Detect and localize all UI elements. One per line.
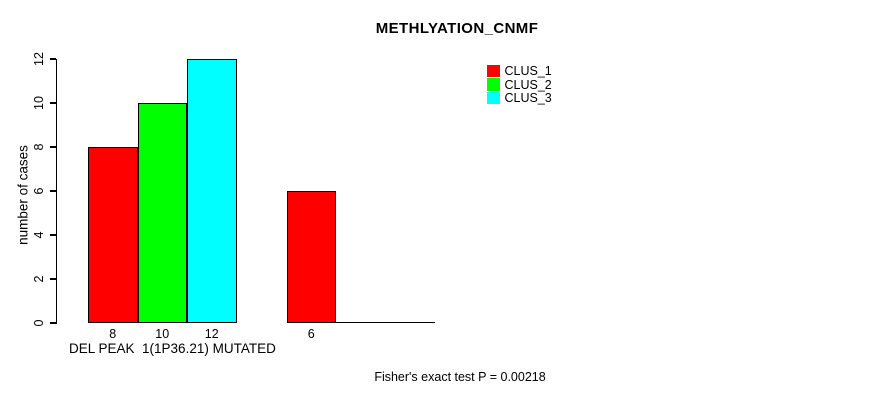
bar-zero-clus_3-group-2 [385,321,435,323]
y-tick-label: 2 [32,275,46,283]
bar-clus_2-group-1 [137,103,187,323]
bar-value-label: 6 [307,326,315,341]
y-tick-mark [49,278,56,280]
y-tick-mark [49,234,56,236]
legend-swatch-icon [487,91,500,105]
y-axis-label: number of cases [15,145,31,245]
y-tick-mark [49,58,56,60]
legend-item-clus_2: CLUS_2 [487,78,552,92]
bar-clus_3-group-1 [187,59,237,323]
bar-clus_1-group-2 [286,191,336,323]
legend-label: CLUS_2 [504,77,552,92]
y-tick-label: 8 [32,143,46,151]
x-axis-label: DEL PEAK 1(1P36.21) MUTATED [69,341,276,356]
y-tick-mark [49,102,56,104]
legend-label: CLUS_1 [504,63,552,78]
y-axis [55,59,57,324]
y-tick-label: 10 [32,96,46,110]
fisher-test-annotation: Fisher's exact test P = 0.00218 [374,370,546,384]
y-tick-label: 0 [32,319,46,327]
bar-value-label: 8 [109,326,117,341]
bar-zero-clus_2-group-2 [336,321,386,323]
y-tick-mark [49,146,56,148]
legend-item-clus_3: CLUS_3 [487,91,552,105]
y-tick-mark [49,322,56,324]
y-tick-mark [49,190,56,192]
y-tick-label: 12 [32,52,46,66]
y-tick-label: 6 [32,187,46,195]
legend-item-clus_1: CLUS_1 [487,64,552,78]
bar-value-label: 12 [204,326,219,341]
legend-swatch-icon [487,64,500,78]
legend-swatch-icon [487,78,500,91]
legend-label: CLUS_3 [504,91,552,106]
bar-value-label: 10 [155,326,170,341]
chart-title: METHLYATION_CNMF [375,20,539,37]
bar-clus_1-group-1 [88,147,138,323]
y-tick-label: 4 [32,231,46,239]
legend: CLUS_1 CLUS_2 CLUS_3 [487,64,552,105]
